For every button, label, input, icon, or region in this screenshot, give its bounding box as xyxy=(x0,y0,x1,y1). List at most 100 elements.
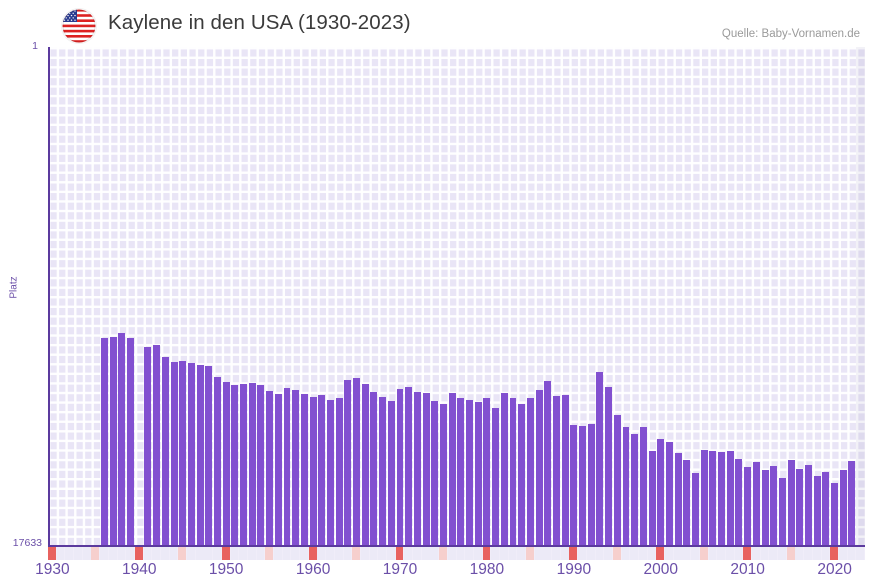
bar-1999 xyxy=(648,451,656,545)
bar-1958 xyxy=(292,390,300,545)
bar-2005 xyxy=(700,450,708,545)
bar-1961 xyxy=(318,395,326,545)
bar-2010 xyxy=(744,467,752,545)
usa-flag-icon xyxy=(62,9,96,43)
year-marker-1934 xyxy=(82,547,91,560)
bar-1944 xyxy=(170,362,178,545)
year-marker-1931 xyxy=(56,547,65,560)
year-marker-strip xyxy=(48,547,865,560)
bar-2021 xyxy=(839,470,847,545)
bar-1950 xyxy=(222,382,230,545)
bar-1965 xyxy=(353,378,361,545)
year-marker-2020 xyxy=(830,547,838,560)
year-marker-1996 xyxy=(621,547,630,560)
year-marker-2017 xyxy=(804,547,812,560)
chart-plot-area xyxy=(48,47,865,545)
year-marker-1953 xyxy=(247,547,256,560)
year-marker-1991 xyxy=(578,547,586,560)
year-marker-2005 xyxy=(699,547,708,560)
year-marker-2014 xyxy=(778,547,786,560)
bar-1946 xyxy=(187,363,195,545)
year-marker-2011 xyxy=(752,547,760,560)
bar-1981 xyxy=(492,408,500,545)
bar-1990 xyxy=(570,425,578,545)
year-marker-1990 xyxy=(569,547,578,560)
year-marker-1997 xyxy=(630,547,639,560)
year-marker-1942 xyxy=(152,547,161,560)
year-marker-2003 xyxy=(682,547,691,560)
year-marker-1976 xyxy=(447,547,456,560)
year-marker-1937 xyxy=(108,547,117,560)
year-marker-1973 xyxy=(421,547,430,560)
year-marker-1999 xyxy=(647,547,656,560)
x-tick-label-2010: 2010 xyxy=(730,561,765,578)
year-marker-1963 xyxy=(334,547,343,560)
bar-2014 xyxy=(778,478,786,545)
bar-1984 xyxy=(518,404,526,545)
bar-1955 xyxy=(266,391,274,545)
bar-1962 xyxy=(326,400,334,545)
bar-1976 xyxy=(448,393,456,545)
bar-1997 xyxy=(631,434,639,545)
bar-2012 xyxy=(761,470,769,545)
year-marker-1994 xyxy=(604,547,613,560)
bar-1983 xyxy=(509,398,517,545)
year-marker-1950 xyxy=(221,547,230,560)
bar-1959 xyxy=(300,394,308,545)
year-marker-1984 xyxy=(517,547,526,560)
bar-1970 xyxy=(396,389,404,545)
year-marker-1961 xyxy=(317,547,326,560)
year-marker-1995 xyxy=(612,547,621,560)
year-marker-1930 xyxy=(48,547,56,560)
year-marker-1983 xyxy=(508,547,517,560)
bar-1942 xyxy=(153,345,161,545)
year-marker-2007 xyxy=(717,547,726,560)
bar-2018 xyxy=(813,476,821,545)
bar-1993 xyxy=(596,372,604,545)
bar-1941 xyxy=(144,347,152,545)
bar-1945 xyxy=(179,361,187,545)
y-tick-top-label: 1 xyxy=(32,40,38,52)
bar-2011 xyxy=(752,462,760,545)
year-marker-1932 xyxy=(65,547,74,560)
year-marker-1960 xyxy=(308,547,317,560)
year-marker-2019 xyxy=(821,547,830,560)
bar-1967 xyxy=(370,392,378,545)
x-tick-label-1970: 1970 xyxy=(382,561,418,578)
year-marker-1992 xyxy=(586,547,595,560)
x-tick-label-1960: 1960 xyxy=(295,561,331,578)
year-marker-1998 xyxy=(639,547,647,560)
bar-1971 xyxy=(405,387,413,545)
bar-1936 xyxy=(101,338,108,545)
bar-1957 xyxy=(283,388,291,545)
x-tick-label-1950: 1950 xyxy=(208,561,244,578)
bar-1964 xyxy=(344,380,352,545)
year-marker-1956 xyxy=(273,547,282,560)
bar-1969 xyxy=(387,401,395,545)
chart-header: Kaylene in den USA (1930-2023) Quelle: B… xyxy=(0,0,873,45)
x-tick-label-2000: 2000 xyxy=(643,561,678,578)
bar-2008 xyxy=(726,451,734,545)
year-marker-1993 xyxy=(595,547,604,560)
bar-1991 xyxy=(579,426,586,545)
year-marker-1978 xyxy=(465,547,473,560)
bar-1938 xyxy=(118,333,126,545)
bar-1937 xyxy=(109,337,117,545)
x-tick-label-1930: 1930 xyxy=(35,561,70,578)
year-marker-1949 xyxy=(213,547,221,560)
x-tick-label-1980: 1980 xyxy=(469,561,505,578)
bar-1953 xyxy=(248,383,256,545)
bar-1939 xyxy=(127,338,135,545)
bar-1995 xyxy=(613,415,621,545)
bar-1979 xyxy=(474,402,482,545)
y-axis-title: Platz xyxy=(8,276,20,299)
year-marker-2008 xyxy=(725,547,734,560)
bar-2001 xyxy=(665,442,673,545)
year-marker-1957 xyxy=(282,547,291,560)
year-marker-2018 xyxy=(812,547,821,560)
year-marker-2001 xyxy=(665,547,673,560)
bar-2004 xyxy=(692,473,699,545)
year-marker-1959 xyxy=(300,547,308,560)
y-axis-line xyxy=(48,47,50,545)
